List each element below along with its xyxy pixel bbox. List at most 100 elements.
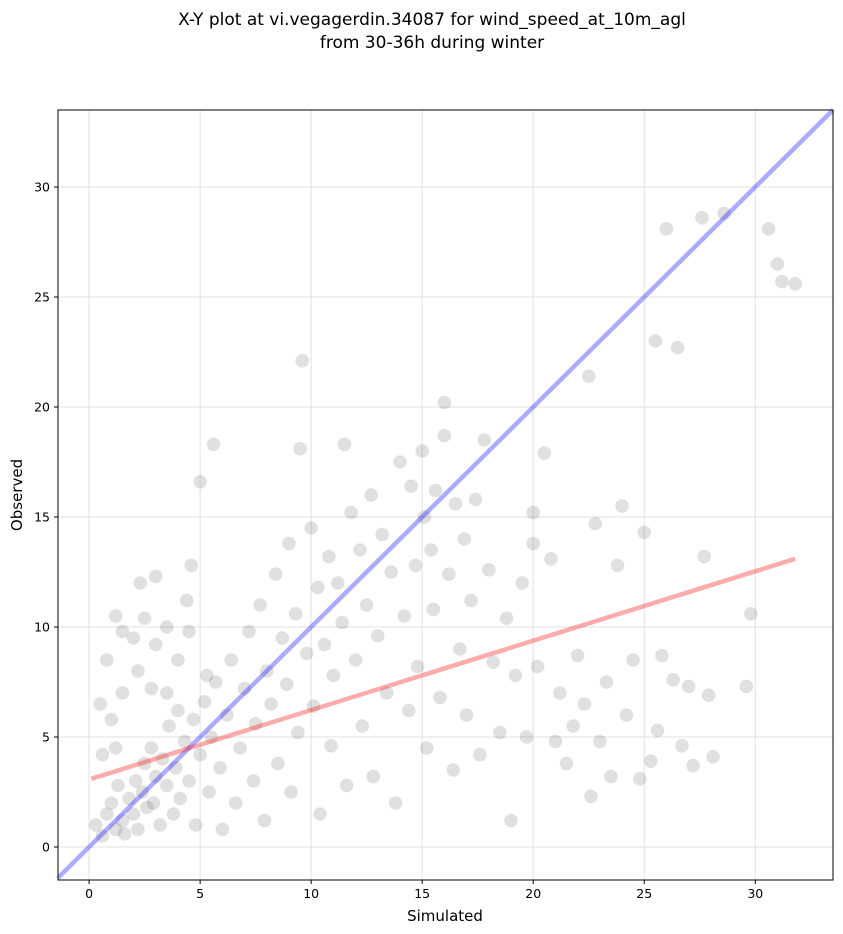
data-point <box>104 796 119 810</box>
data-point <box>426 602 441 617</box>
data-point <box>604 769 618 784</box>
x-axis: 0 5 10 15 20 25 30 <box>85 880 763 901</box>
data-point <box>160 686 174 700</box>
x-tick-label: 25 <box>636 886 652 901</box>
data-point <box>459 708 474 722</box>
data-point <box>519 730 534 744</box>
data-point <box>146 796 161 810</box>
data-point <box>544 552 558 566</box>
data-point <box>442 567 456 581</box>
data-point <box>95 747 110 762</box>
data-point <box>675 739 689 753</box>
data-point <box>326 668 341 683</box>
data-point <box>140 800 154 815</box>
data-point <box>337 437 352 452</box>
data-point <box>233 741 247 755</box>
data-point <box>402 703 416 718</box>
data-point <box>570 648 585 663</box>
data-point <box>253 598 267 612</box>
data-point <box>697 549 712 564</box>
x-tick-label: 10 <box>303 886 319 901</box>
data-point <box>144 681 159 696</box>
data-point <box>626 653 640 667</box>
data-point <box>144 741 159 755</box>
data-point <box>370 629 385 643</box>
data-point <box>115 624 130 639</box>
y-tick-label: 25 <box>34 290 50 305</box>
data-point <box>137 611 152 625</box>
data-point <box>282 536 296 551</box>
data-point <box>322 549 336 564</box>
data-point <box>335 615 350 630</box>
grid <box>58 110 833 880</box>
data-point <box>419 741 434 755</box>
data-point <box>108 822 123 837</box>
data-point <box>193 747 207 762</box>
data-point <box>437 395 452 410</box>
data-point <box>133 576 147 590</box>
x-tick-label: 5 <box>196 886 204 901</box>
data-point <box>324 739 338 753</box>
data-point <box>508 668 523 683</box>
chart-title: X-Y plot at vi.vegagerdin.34087 for wind… <box>178 10 686 30</box>
data-point <box>706 750 720 764</box>
data-point <box>173 791 187 806</box>
data-point <box>619 708 634 722</box>
data-point <box>530 659 545 674</box>
data-point <box>593 734 607 749</box>
data-point <box>148 569 163 584</box>
data-point <box>415 444 429 458</box>
data-point <box>788 277 803 291</box>
data-point <box>744 607 758 621</box>
data-point <box>148 769 163 784</box>
data-point <box>559 756 574 771</box>
data-point <box>213 761 227 775</box>
data-point <box>188 818 203 832</box>
data-point <box>153 818 167 832</box>
data-point <box>666 673 680 687</box>
data-point <box>259 664 274 678</box>
data-point <box>464 593 478 608</box>
data-point <box>486 655 501 669</box>
data-point <box>299 646 314 661</box>
data-point <box>548 734 563 749</box>
data-point <box>448 497 463 511</box>
data-point <box>648 334 663 348</box>
data-point <box>168 761 183 775</box>
x-tick-label: 20 <box>525 886 541 901</box>
identity-line <box>56 108 835 880</box>
data-point <box>424 543 438 557</box>
data-point <box>410 659 425 674</box>
lines <box>56 108 835 880</box>
x-tick-label: 15 <box>414 886 430 901</box>
data-point <box>199 668 214 683</box>
data-point <box>379 686 394 700</box>
data-point <box>348 653 363 667</box>
data-point <box>526 536 541 551</box>
data-point <box>215 822 230 837</box>
y-axis-label: Observed <box>8 459 26 531</box>
data-point <box>364 488 378 502</box>
data-point <box>148 637 163 652</box>
y-tick-label: 20 <box>34 400 50 415</box>
data-point <box>610 558 625 573</box>
data-point <box>224 653 239 667</box>
data-point <box>155 752 170 766</box>
data-point <box>313 807 327 821</box>
data-point <box>171 703 185 718</box>
y-axis: 0 5 10 15 20 25 30 <box>34 180 58 855</box>
data-point <box>160 778 174 793</box>
data-point <box>237 681 252 696</box>
data-point <box>291 725 305 740</box>
y-tick-label: 30 <box>34 180 50 195</box>
data-point <box>493 725 507 740</box>
data-point <box>248 717 263 731</box>
data-point <box>184 558 199 573</box>
data-point <box>375 527 390 542</box>
data-point <box>670 340 685 355</box>
plot-frame <box>57 109 834 881</box>
data-point <box>339 778 354 793</box>
data-point <box>108 741 123 755</box>
data-point <box>770 257 785 271</box>
